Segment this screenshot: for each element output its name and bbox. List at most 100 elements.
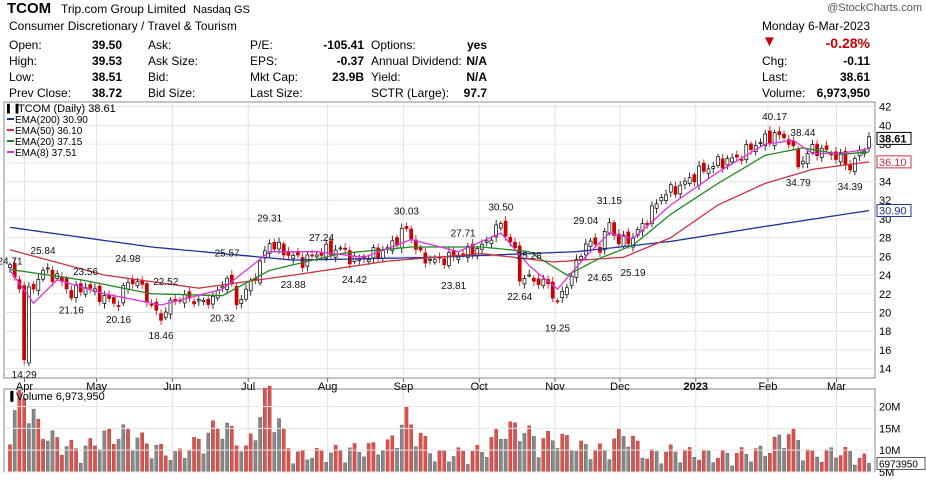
candle-body xyxy=(569,275,574,286)
candle-body xyxy=(867,136,871,149)
volume-bar xyxy=(475,445,480,473)
volume-bar xyxy=(612,438,616,473)
volume-bar xyxy=(753,448,758,473)
candle-body xyxy=(258,260,262,284)
volume-bar xyxy=(437,450,442,473)
price-annotation: 34.79 xyxy=(786,178,811,189)
price-annotation: 29.31 xyxy=(257,213,282,224)
candle-body xyxy=(31,283,36,290)
candle-body xyxy=(536,278,541,285)
volume-bar xyxy=(706,450,711,473)
last-value-box xyxy=(876,204,912,218)
ema50-line xyxy=(9,161,870,289)
pe-value: -105.41 xyxy=(323,38,364,52)
volume-bar xyxy=(560,433,565,473)
candle-body xyxy=(810,144,815,153)
volume-y-tick-label: 20M xyxy=(879,401,900,413)
volume-bar xyxy=(74,448,78,473)
prev-close-value: 38.72 xyxy=(92,86,123,100)
candle-body xyxy=(650,205,654,225)
mkt-cap-label: Mkt Cap: xyxy=(250,70,299,84)
volume-bar xyxy=(159,443,163,473)
candle-body xyxy=(522,278,527,285)
price-annotation: 30.03 xyxy=(394,207,419,218)
price-annotation: 23.88 xyxy=(281,280,306,291)
volume-bar xyxy=(286,448,291,473)
candle-body xyxy=(456,256,461,260)
volume-bar xyxy=(154,445,159,473)
price-annotation: 38.44 xyxy=(790,128,815,139)
price-annotation: 18.46 xyxy=(149,331,174,342)
volume-bar xyxy=(187,450,192,473)
volume-bar xyxy=(130,450,135,473)
candle-body xyxy=(517,245,522,282)
volume-bar xyxy=(239,451,244,473)
ema-legend-label: EMA(50) 36.10 xyxy=(15,126,83,137)
change-percent: -0.28% xyxy=(825,35,870,51)
candle-body xyxy=(617,233,621,245)
volume-bar xyxy=(385,439,390,473)
candle-body xyxy=(555,300,560,303)
volume-bar xyxy=(853,464,857,473)
volume-bar xyxy=(829,447,834,473)
candle-body xyxy=(126,282,130,290)
volume-bar xyxy=(584,444,588,473)
volume-bar xyxy=(36,418,41,473)
ticker-symbol: TCOM xyxy=(7,0,52,17)
volume-bar xyxy=(532,436,536,473)
volume-bar xyxy=(786,434,791,473)
volume-bar xyxy=(805,449,810,473)
candle-body xyxy=(201,299,206,303)
x-month-label: May xyxy=(86,381,107,393)
volume-bar xyxy=(466,464,470,473)
candle-body xyxy=(838,152,843,163)
candle-body xyxy=(730,157,734,163)
ema-legend-label: EMA(8) 37.51 xyxy=(15,148,77,159)
candle-body xyxy=(432,258,437,263)
x-month-label: Dec xyxy=(610,381,630,393)
price-annotation: 25.57 xyxy=(215,248,240,259)
x-month-label: Apr xyxy=(16,381,33,393)
volume-bar xyxy=(338,450,343,473)
candle-body xyxy=(329,240,333,255)
ema-legend-label: EMA(200) 30.90 xyxy=(15,115,88,126)
volume-bar xyxy=(348,447,352,473)
annual-dividend-label: Annual Dividend: xyxy=(371,54,462,68)
candle-body xyxy=(801,160,805,165)
volume-bar xyxy=(376,454,380,473)
volume-bar xyxy=(654,451,659,473)
candle-body xyxy=(744,144,749,161)
volume-bar xyxy=(602,450,607,473)
volume-bar xyxy=(640,457,645,473)
candle-body xyxy=(97,285,102,302)
candle-body xyxy=(834,151,838,160)
candle-body xyxy=(447,252,451,266)
candle-body xyxy=(513,241,517,249)
volume-bar xyxy=(178,448,182,473)
quote-header: TCOM Trip.com Group Limited Nasdaq GS Co… xyxy=(0,0,926,100)
volume-bar xyxy=(843,446,848,473)
volume-bar xyxy=(447,461,451,473)
volume-bar xyxy=(763,455,767,473)
volume-bar xyxy=(121,424,126,473)
volume-bar xyxy=(333,445,338,473)
candle-body xyxy=(654,203,659,209)
candle-body xyxy=(36,279,41,291)
quote-date: Monday 6-Mar-2023 xyxy=(761,19,870,33)
price-y-tick-label: 16 xyxy=(879,345,891,357)
volume-bar xyxy=(291,463,295,473)
candle-body xyxy=(565,287,569,295)
candle-body xyxy=(88,284,93,289)
candle-body xyxy=(409,228,414,240)
candle-body xyxy=(8,264,12,268)
volume-bar xyxy=(409,424,413,473)
candle-body xyxy=(27,286,31,364)
volume-legend-icon: ▐ xyxy=(7,390,14,402)
candle-body xyxy=(664,194,668,201)
price-annotation: 20.16 xyxy=(106,315,131,326)
volume-bar xyxy=(796,439,801,473)
candle-body xyxy=(116,305,121,307)
x-month-label: Aug xyxy=(318,381,338,393)
volume-bar xyxy=(196,438,201,473)
